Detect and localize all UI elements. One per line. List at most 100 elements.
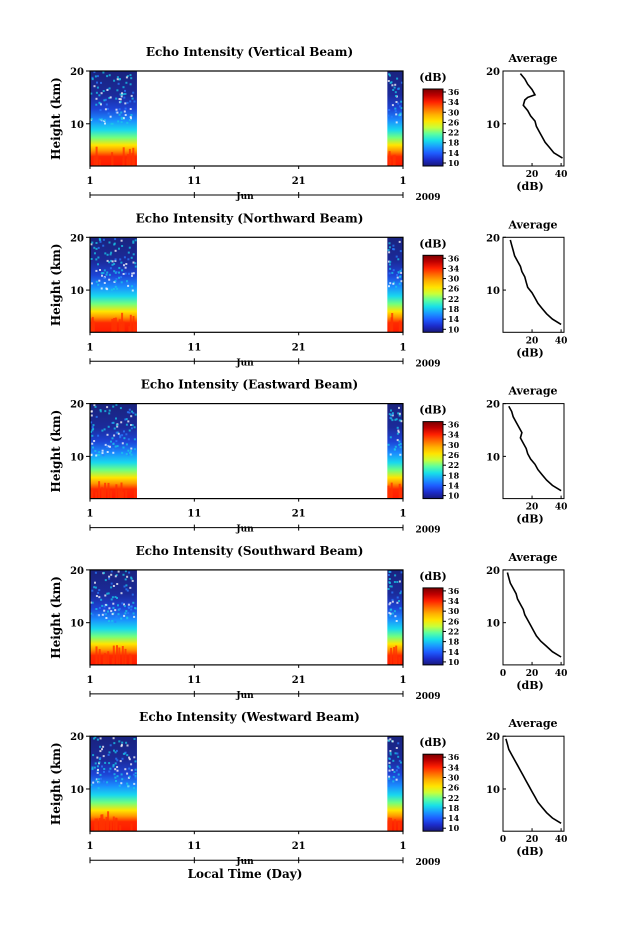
heatmap-texture [387,570,403,665]
x-tick-label: 1 [400,342,407,353]
colorbar [422,421,444,500]
average-y-tick-label: 10 [486,452,500,463]
average-frame [502,403,565,500]
x-tick-label: 1 [87,342,94,353]
x-axis-label: Local Time (Day) [188,867,303,881]
x-tick-label: 21 [292,342,306,353]
average-y-tick-label: 20 [486,566,500,577]
year-label: 2009 [415,692,440,702]
average-y-tick-label: 20 [486,732,500,743]
y-axis-label: Height (km) [49,410,63,493]
colorbar-tick-label: 18 [448,803,460,813]
average-x-label: (dB) [516,346,543,359]
y-tick-label: 10 [70,120,84,131]
colorbar-tick-label: 36 [448,420,460,430]
month-label: Jun [235,525,254,535]
colorbar-tick-label: 22 [448,128,459,138]
month-label: Jun [235,857,254,867]
x-tick-label: 1 [400,675,407,686]
average-x-tick-label: 40 [555,170,568,180]
heatmap-texture [387,73,403,166]
chart-title: Echo Intensity (Vertical Beam) [146,45,353,59]
x-tick-label: 21 [292,841,306,852]
average-x-tick-label: 40 [555,669,568,679]
colorbar-tick-label: 30 [448,440,460,450]
average-profile: Average 20 10 0 20 40 (dB) [486,551,567,692]
average-frame [502,236,565,333]
chart-title: Echo Intensity (Northward Beam) [136,211,364,225]
average-title: Average [507,551,557,564]
average-profile: Average 20 10 20 40 (dB) [486,52,567,193]
average-y-tick-label: 10 [486,785,500,796]
colorbar-tick-label: 22 [448,793,459,803]
plot-frame [89,403,404,500]
colorbar-tick-label: 34 [448,263,460,273]
colorbar [422,753,444,832]
colorbar-tick-label: 30 [448,606,460,616]
average-profile-line [505,738,562,824]
x-tick-label: 11 [187,176,201,187]
colorbar-tick-label: 14 [448,813,460,823]
heatmap-texture [90,237,137,333]
colorbar-tick-label: 26 [448,783,460,793]
year-label: 2009 [415,858,440,868]
average-x-tick-label: 40 [555,835,568,845]
colorbar-tick-label: 18 [448,470,460,480]
x-tick-label: 11 [187,841,201,852]
colorbar-tick-label: 22 [448,294,459,304]
x-tick-label: 1 [87,841,94,852]
chart-panel-4: Echo Intensity (Southward Beam)2010Heigh… [49,544,567,702]
colorbar [422,254,444,333]
colorbar-unit: (dB) [419,736,446,749]
colorbar-tick-label: 18 [448,138,460,148]
x-tick-label: 1 [87,675,94,686]
colorbar-unit: (dB) [419,570,446,583]
y-tick-label: 20 [70,233,84,244]
chart-panel-2: Echo Intensity (Northward Beam) 20 10 Heigh… [49,211,567,369]
x-tick-label: 1 [400,176,407,187]
average-title: Average [507,717,557,730]
y-tick-label: 20 [70,566,84,577]
colorbar-tick-label: 30 [448,274,460,284]
average-y-tick-label: 10 [486,286,500,297]
colorbar-tick-label: 34 [448,430,460,440]
average-x-tick-label: 20 [526,503,539,513]
x-tick-label: 1 [400,841,407,852]
x-tick-label: 1 [87,176,94,187]
chart-title: Echo Intensity (Eastward Beam) [141,378,358,392]
heatmap-block [387,71,403,166]
average-profile-line [508,405,562,492]
heatmap-block [387,237,403,333]
colorbar-tick-label: 26 [448,450,460,460]
average-profile-line [509,239,562,326]
month-label: Jun [235,691,254,701]
average-y-tick-label: 10 [486,619,500,630]
average-frame [502,569,565,666]
colorbar-unit: (dB) [419,404,446,417]
x-tick-label: 11 [187,675,201,686]
colorbar-tick-label: 26 [448,117,460,127]
heatmap-block [387,403,403,499]
heatmap-texture [90,736,137,832]
average-profile: Average 20 10 20 40 (dB) [486,385,567,526]
heatmap-texture [90,570,137,665]
colorbar-tick-label: 14 [448,480,460,490]
average-x-label: (dB) [516,513,543,526]
y-tick-label: 20 [70,67,84,78]
heatmap-texture [387,738,402,832]
colorbar-tick-label: 26 [448,616,460,626]
month-label: Jun [235,358,254,368]
plot-frame [89,236,404,333]
y-axis-label: Height (km) [49,576,63,659]
average-profile: Average 20 10 20 40 (dB) [486,218,567,359]
average-x-tick-label: 20 [526,669,539,679]
average-y-tick-label: 10 [486,120,500,131]
y-axis-label: Height (km) [49,742,63,825]
colorbar [422,88,444,167]
average-frame [502,70,565,167]
y-tick-label: 10 [70,785,84,796]
average-x-tick-label: 40 [555,336,568,346]
colorbar-tick-label: 10 [448,823,460,833]
x-tick-label: 21 [292,675,306,686]
colorbar-tick-label: 34 [448,762,460,772]
